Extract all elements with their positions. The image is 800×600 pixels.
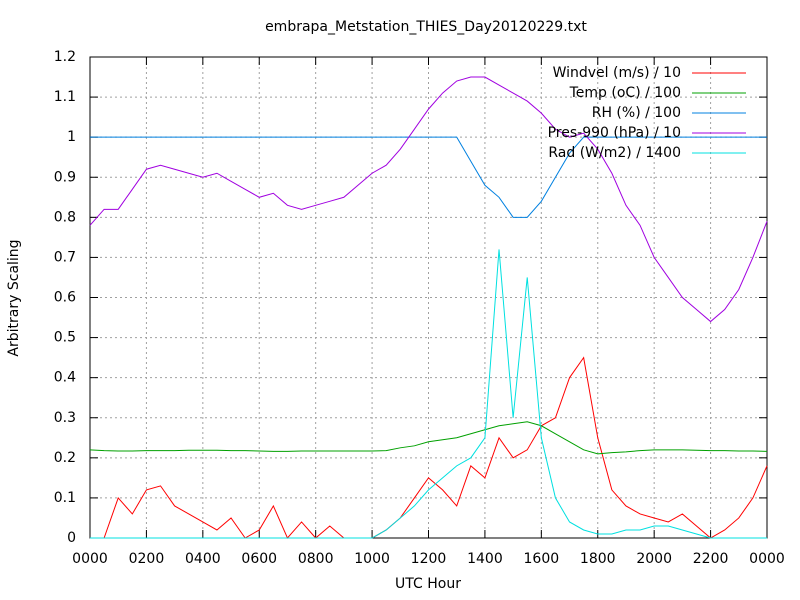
series-line <box>89 76 768 323</box>
legend-label: Rad (W/m2) / 1400 <box>548 145 681 161</box>
x-tick-label: 0000 <box>749 551 785 567</box>
legend-label: Pres-990 (hPa) / 10 <box>548 125 681 141</box>
x-tick-label: 2200 <box>693 551 729 567</box>
y-tick-label: 0.6 <box>54 290 76 306</box>
y-tick-label: 0 <box>67 530 76 546</box>
x-tick-label: 1400 <box>467 551 503 567</box>
plot-border <box>89 56 768 539</box>
x-tick-label: 0600 <box>241 551 277 567</box>
legend-label: Temp (oC) / 100 <box>569 85 681 101</box>
legend-label: RH (%) / 100 <box>592 105 681 121</box>
y-tick-label: 0.2 <box>54 450 76 466</box>
y-tick-label: 1 <box>67 129 76 145</box>
x-axis-label: UTC Hour <box>395 576 461 592</box>
y-tick-label: 0.9 <box>54 169 76 185</box>
x-tick-label: 1600 <box>524 551 560 567</box>
x-tick-label: 0200 <box>129 551 165 567</box>
x-tick-label: 1200 <box>411 551 447 567</box>
legend-label: Windvel (m/s) / 10 <box>553 65 681 81</box>
x-tick-label: 0000 <box>72 551 108 567</box>
y-axis-label: Arbitrary Scaling <box>6 239 22 356</box>
x-tick-label: 1800 <box>580 551 616 567</box>
y-tick-label: 0.1 <box>54 490 76 506</box>
y-tick-label: 0.3 <box>54 410 76 426</box>
x-tick-label: 1000 <box>354 551 390 567</box>
series-line <box>89 421 768 455</box>
x-tick-label: 0400 <box>185 551 221 567</box>
series-line <box>90 136 767 218</box>
y-tick-label: 0.4 <box>54 370 76 386</box>
y-tick-label: 1.2 <box>54 49 76 65</box>
y-tick-label: 0.8 <box>54 209 76 225</box>
x-tick-label: 0800 <box>298 551 334 567</box>
y-tick-label: 0.7 <box>54 249 76 265</box>
y-tick-label: 0.5 <box>54 330 76 346</box>
series-line <box>90 249 767 539</box>
x-tick-label: 2000 <box>636 551 672 567</box>
y-tick-label: 1.1 <box>54 89 76 105</box>
series-line <box>90 356 768 539</box>
chart-title: embrapa_Metstation_THIES_Day20120229.txt <box>265 19 587 35</box>
